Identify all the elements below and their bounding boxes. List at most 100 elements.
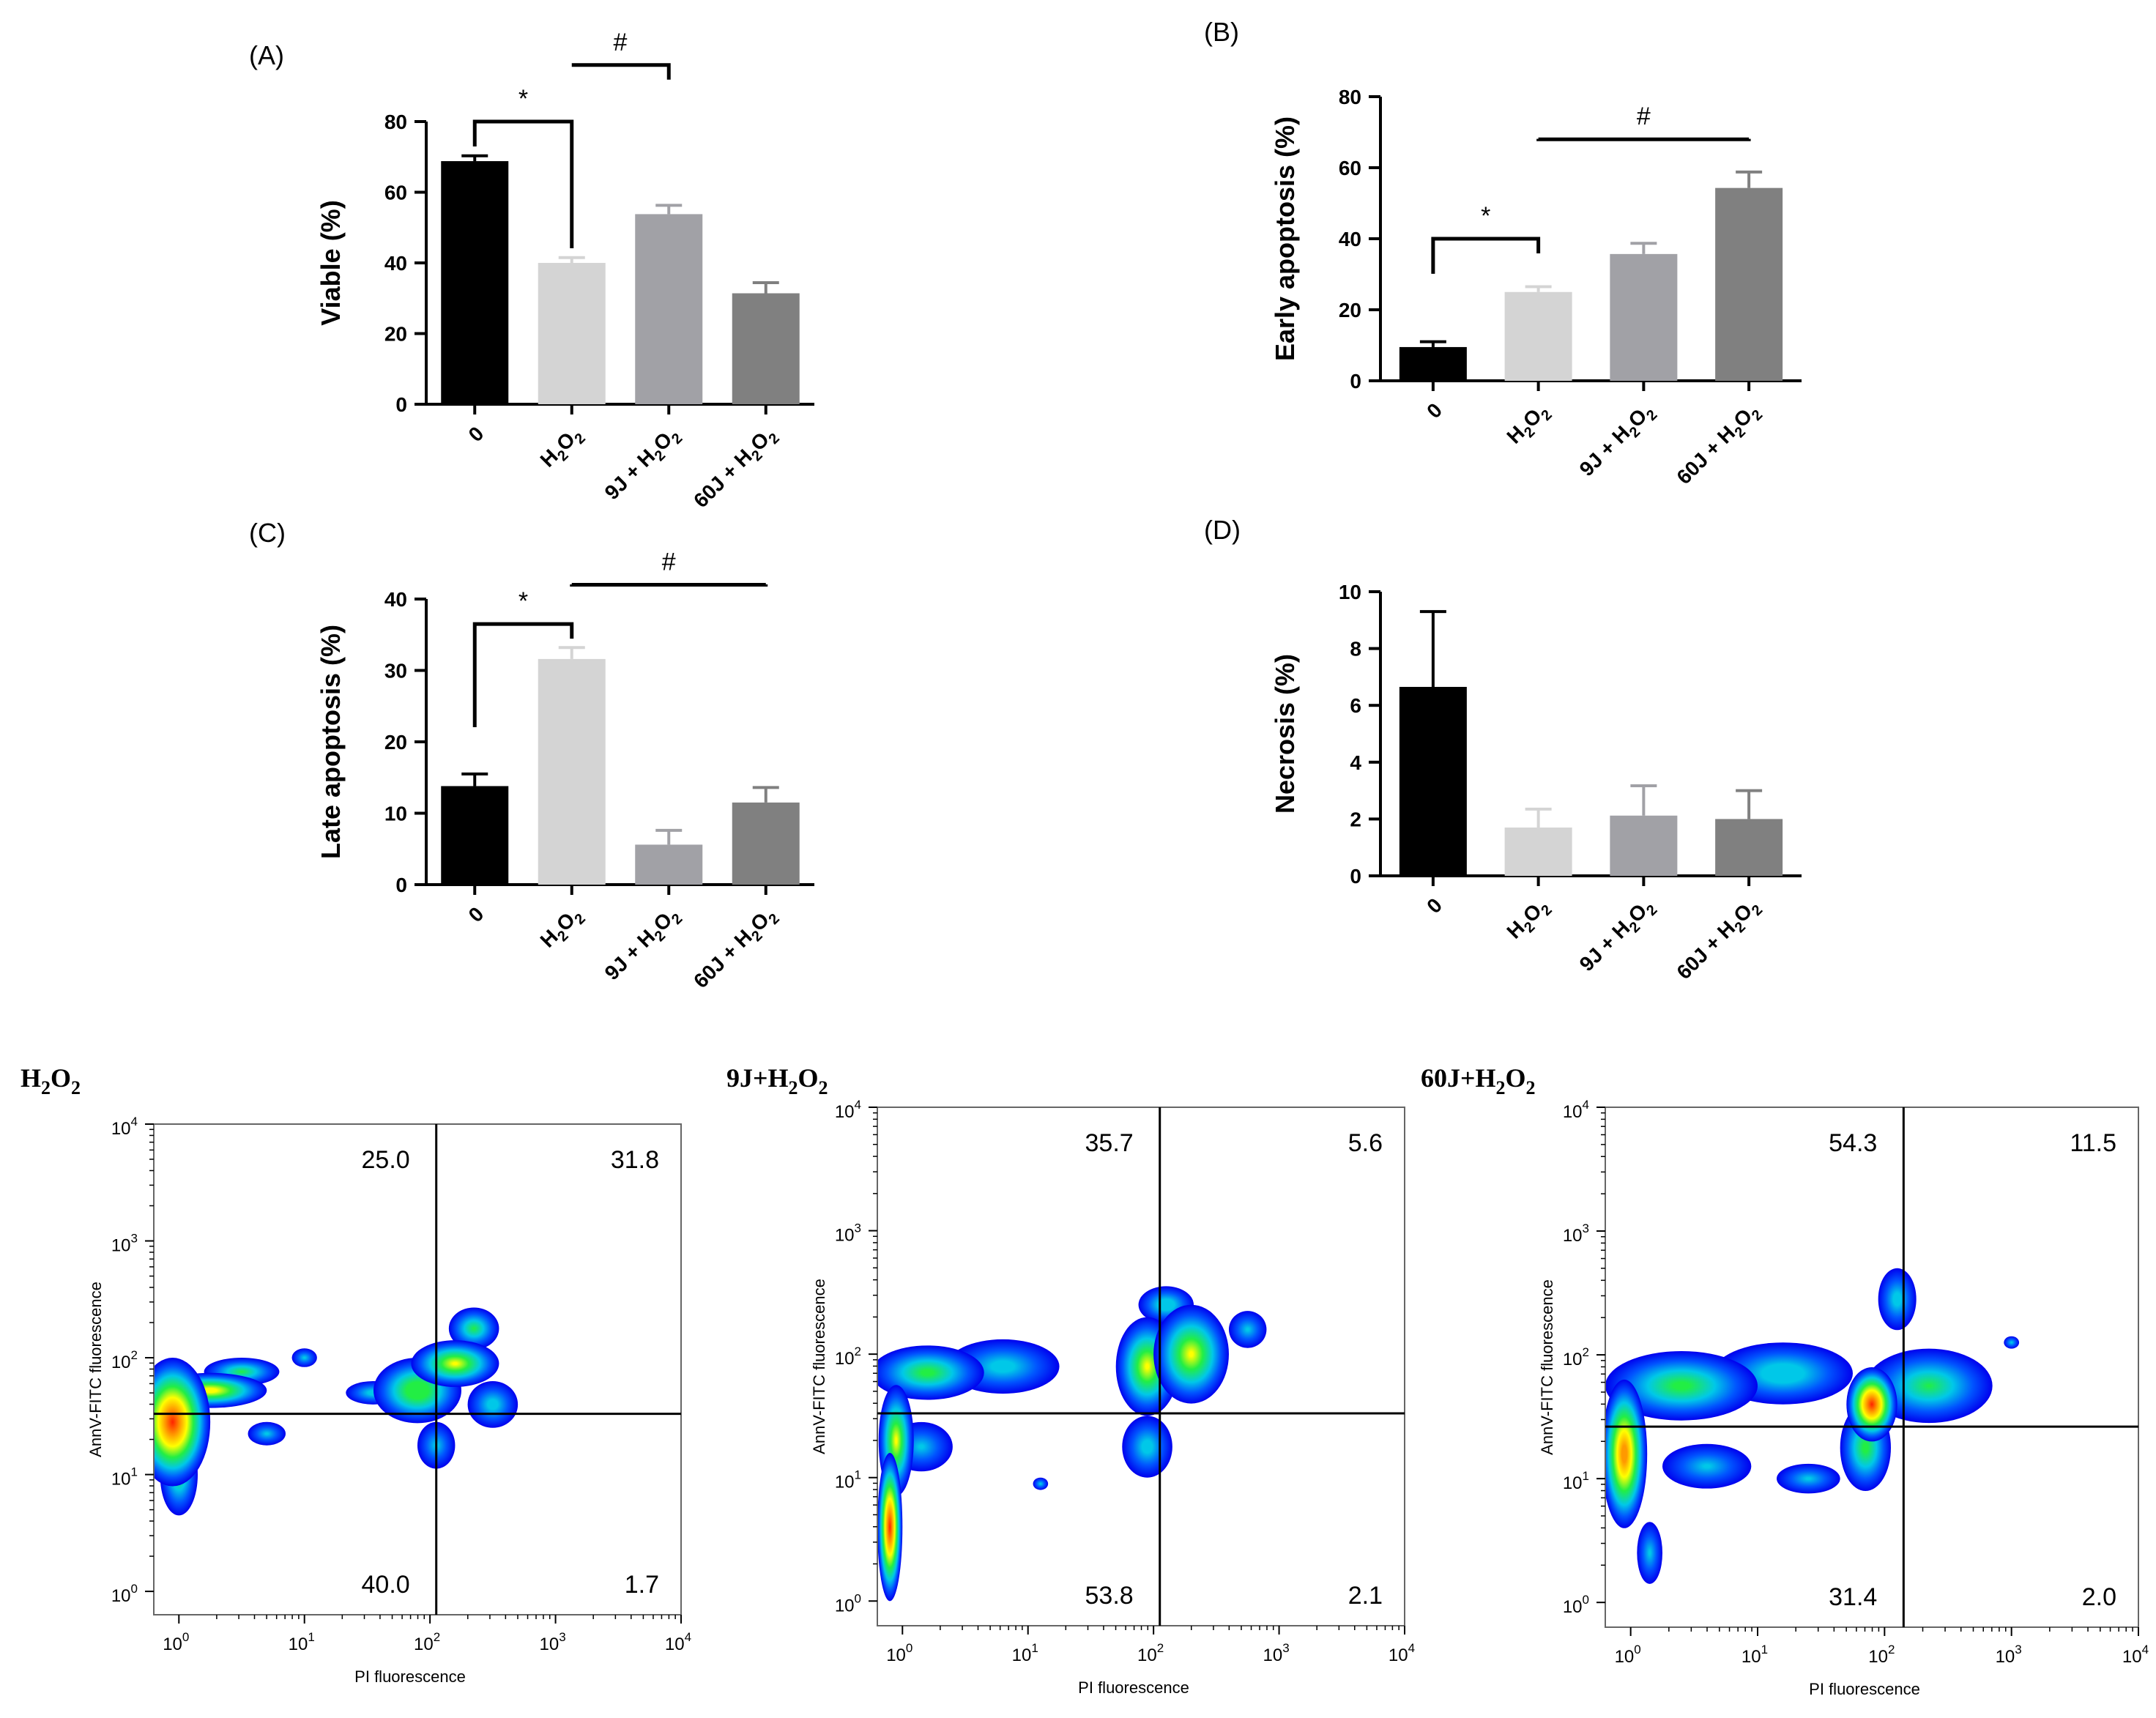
exponent: 1 [131,1465,138,1479]
bar [1504,291,1572,381]
y-tick-label: 60 [1339,157,1361,179]
chem-letter: H [21,1063,41,1093]
y-tick-label: 20 [1339,299,1361,321]
subscript-2: 2 [71,1077,81,1098]
bar [1504,828,1572,876]
x-tick-label: 100 [163,1630,189,1654]
panel-label: (D) [1204,515,1241,545]
panel-label: (B) [1204,17,1239,47]
exponent: 3 [1583,1221,1589,1235]
significance-label: * [1481,202,1490,230]
bar [1399,346,1467,381]
x-tick-label: 104 [1389,1641,1415,1665]
x-tick-label: 100 [1615,1643,1641,1667]
flow-plot-title-base: 9J+ [726,1063,768,1093]
exponent: 3 [2015,1643,2021,1656]
chem-letter: O [1506,1063,1526,1093]
bar [732,802,800,885]
exponent: 0 [182,1630,189,1644]
density-blob [291,1348,317,1367]
quadrant-lower-right: 1.7 [625,1571,659,1599]
significance-label: # [614,29,628,56]
chem-letter: O [798,1063,819,1093]
y-axis-label: AnnV-FITC fluorescence [810,1279,828,1454]
exponent: 2 [855,1345,861,1358]
bar [538,658,606,885]
density-blob [1122,1416,1172,1478]
significance-bracket [571,63,671,80]
significance-bracket [472,119,574,248]
subscript-2: 2 [789,1077,798,1098]
bar [635,844,703,885]
exponent: 4 [1408,1641,1415,1655]
y-axis-label: AnnV-FITC fluorescence [1538,1279,1556,1455]
exponent: 4 [1583,1098,1589,1112]
density-blob [1153,1304,1229,1404]
y-axis-label: Viable (%) [316,200,346,325]
exponent: 3 [559,1630,565,1644]
subscript-2: 2 [819,1077,828,1098]
y-tick-label: 40 [384,588,407,611]
quadrant-lower-left: 40.0 [362,1571,410,1599]
y-tick-label: 60 [384,182,407,204]
chem-letter: H [1476,1063,1496,1093]
density-cloud [1605,1268,2020,1584]
y-tick-label: 0 [395,393,407,416]
y-tick-label: 20 [384,323,407,346]
density-blob [154,1358,211,1487]
exponent: 2 [1157,1641,1164,1655]
bar [1610,815,1678,876]
density-blob [467,1380,518,1428]
flow-plot-title: 9J+H2O2 [726,1063,828,1098]
significance-label: * [518,587,528,615]
quadrant-lower-left: 31.4 [1829,1583,1877,1611]
density-blob [1033,1477,1049,1490]
y-tick-label: 102 [1563,1345,1589,1369]
density-blob [1229,1311,1267,1348]
density-blob [411,1340,499,1387]
significance-bracket [1431,237,1541,274]
y-tick-label: 0 [395,874,407,896]
exponent: 1 [308,1630,314,1644]
x-axis-label: PI fluorescence [1078,1678,1189,1697]
subscript-2: 2 [1526,1077,1536,1098]
chem-letter: H [768,1063,789,1093]
exponent: 3 [855,1221,861,1235]
density-blob [1846,1367,1897,1442]
bar [441,786,509,885]
x-axis-label: PI fluorescence [354,1667,466,1686]
bar [538,263,606,404]
exponent: 0 [1583,1593,1589,1607]
exponent: 4 [131,1115,138,1128]
density-blob [2004,1336,2020,1349]
exponent: 1 [1031,1641,1038,1655]
exponent: 2 [1888,1643,1895,1656]
exponent: 2 [1583,1345,1589,1359]
exponent: 3 [1282,1641,1289,1655]
exponent: 0 [906,1641,912,1655]
flow-plot-flow-60j: 60J+H2O2100100101101102102103103104104PI… [1421,1063,2149,1698]
significance-bracket [1536,137,1751,141]
quadrant-upper-left: 54.3 [1829,1129,1877,1157]
quadrant-lower-right: 2.1 [1348,1582,1383,1610]
panel-label: (A) [249,40,284,70]
density-blob [448,1307,499,1350]
exponent: 4 [685,1630,691,1644]
y-tick-label: 4 [1350,751,1361,774]
flow-plot-title: H2O2 [21,1063,81,1098]
bar [1715,819,1783,876]
y-tick-label: 10 [1339,581,1361,603]
density-blob [1605,1351,1758,1421]
y-tick-label: 80 [384,111,407,133]
chem-letter: O [51,1063,71,1093]
density-blob [1662,1443,1752,1489]
exponent: 1 [855,1468,861,1482]
quadrant-lower-left: 53.8 [1085,1582,1134,1610]
y-axis-label: Necrosis (%) [1270,654,1300,814]
y-tick-label: 30 [384,660,407,683]
density-blob [1777,1463,1840,1494]
exponent: 3 [131,1232,138,1246]
